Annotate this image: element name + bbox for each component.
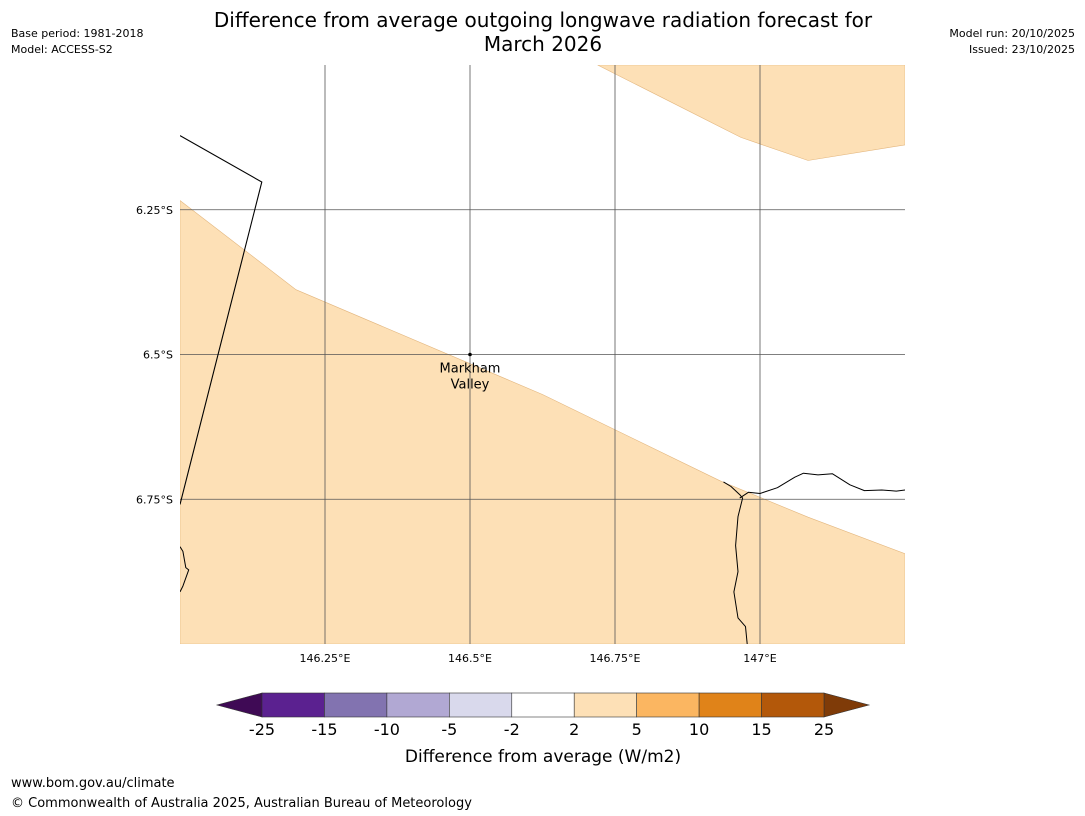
colorbar-tick-label: 2: [569, 720, 579, 739]
colorbar-bin: [449, 692, 513, 718]
lon-tick-label: 146.25°E: [300, 652, 351, 665]
model-name: Model: ACCESS-S2: [11, 43, 113, 56]
lon-tick-label: 146.5°E: [448, 652, 492, 665]
colorbar-tick-label: 10: [689, 720, 709, 739]
colorbar-tick-label: -2: [504, 720, 520, 739]
title-line-2: March 2026: [483, 32, 603, 56]
colorbar-bin: [573, 692, 637, 718]
coastline: [723, 481, 748, 644]
anomaly-region-north-east: [597, 65, 905, 161]
coastline: [739, 472, 905, 499]
colorbar-tick-label: -10: [374, 720, 400, 739]
meta-right: Model run: 20/10/2025 Issued: 23/10/2025: [949, 26, 1075, 58]
colorbar-bin: [511, 692, 575, 718]
anomaly-region-south-west: [180, 200, 905, 644]
meta-left: Base period: 1981-2018 Model: ACCESS-S2: [11, 26, 143, 58]
place-marker: [468, 352, 472, 357]
colorbar-tick-label: 25: [814, 720, 834, 739]
base-period: Base period: 1981-2018: [11, 27, 144, 40]
colorbar-tick-label: -15: [311, 720, 337, 739]
title-line-1: Difference from average outgoing longwav…: [213, 8, 873, 32]
colorbar-bin: [386, 692, 450, 718]
chart-title: Difference from average outgoing longwav…: [180, 8, 906, 56]
lon-tick-label: 147°E: [743, 652, 776, 665]
coastline: [180, 546, 190, 593]
colorbar-low-extend: [215, 692, 263, 718]
model-run: Model run: 20/10/2025: [949, 27, 1075, 40]
colorbar-bin: [324, 692, 388, 718]
province-border: [180, 135, 263, 505]
lat-tick-label: 6.25°S: [136, 204, 173, 217]
colorbar-high-extend: [823, 692, 871, 718]
colorbar-bin: [636, 692, 700, 718]
colorbar-bin: [761, 692, 825, 718]
colorbar-bin: [261, 692, 325, 718]
colorbar-tick-label: 15: [751, 720, 771, 739]
place-label-line-2: Valley: [451, 378, 490, 393]
colorbar-tick-label: -25: [249, 720, 275, 739]
footer-copyright: © Commonwealth of Australia 2025, Austra…: [11, 796, 472, 811]
place-label-line-1: Markham: [440, 362, 501, 377]
colorbar-bin: [698, 692, 762, 718]
colorbar-tick-label: -5: [441, 720, 457, 739]
issued-date: Issued: 23/10/2025: [968, 43, 1075, 56]
lon-tick-label: 146.75°E: [590, 652, 641, 665]
footer-url[interactable]: www.bom.gov.au/climate: [11, 776, 175, 791]
lat-tick-label: 6.75°S: [136, 493, 173, 506]
colorbar-tick-label: 5: [632, 720, 642, 739]
lat-tick-label: 6.5°S: [143, 349, 173, 362]
colorbar-title: Difference from average (W/m2): [405, 747, 681, 767]
map-panel: 146.25°E 146.5°E 146.75°E 147°E 6.25°S 6.5°S 6…: [136, 65, 905, 665]
